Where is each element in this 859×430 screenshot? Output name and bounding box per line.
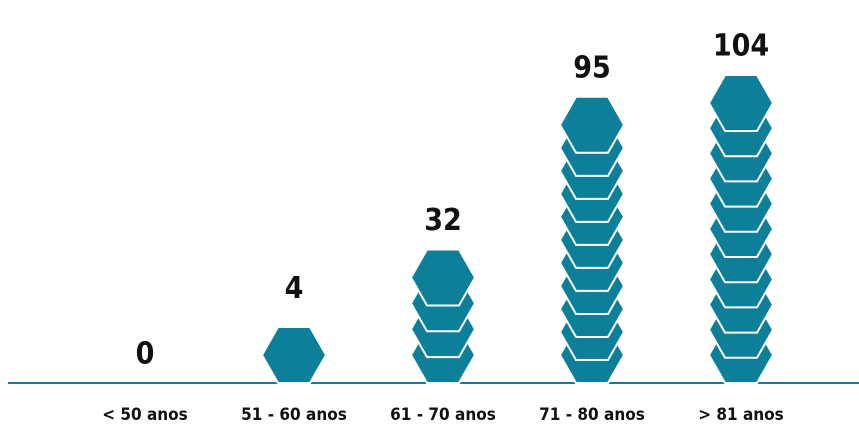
hexagon-stack <box>707 74 775 384</box>
value-label: 104 <box>713 29 769 64</box>
category-label: 61 - 70 anos <box>390 405 496 425</box>
hexagon <box>558 95 626 154</box>
hexagon <box>409 248 477 307</box>
value-label: 32 <box>424 203 462 238</box>
hexagon-stack <box>260 326 328 384</box>
value-label: 95 <box>573 50 611 85</box>
hexagon <box>707 74 775 132</box>
value-label: 0 <box>136 337 155 372</box>
category-label: > 81 anos <box>698 405 784 425</box>
category-label: 71 - 80 anos <box>539 405 645 425</box>
hexagon-stack <box>409 248 477 384</box>
category-label: 51 - 60 anos <box>241 405 347 425</box>
category-label: < 50 anos <box>102 405 188 425</box>
hexagon-stack <box>558 95 626 384</box>
value-label: 4 <box>285 271 304 306</box>
hexagon <box>260 326 328 384</box>
